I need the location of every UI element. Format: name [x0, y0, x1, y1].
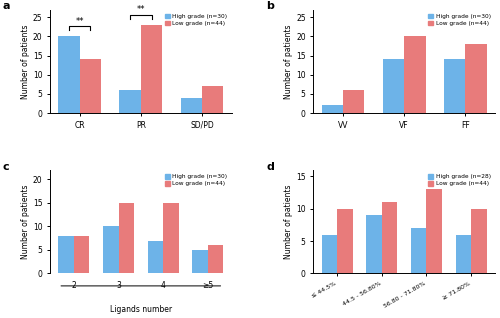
Bar — [322, 105, 343, 113]
Bar — [180, 98, 202, 113]
Text: Ligands number: Ligands number — [110, 305, 172, 314]
Bar — [103, 226, 118, 273]
Y-axis label: Number of patients: Number of patients — [284, 24, 294, 99]
Legend: High grade (n=28), Low grade (n=44): High grade (n=28), Low grade (n=44) — [427, 173, 492, 188]
Bar — [192, 250, 208, 273]
Bar — [382, 202, 398, 273]
Bar — [444, 59, 466, 113]
Legend: High grade (n=30), Low grade (n=44): High grade (n=30), Low grade (n=44) — [164, 173, 228, 188]
Bar — [322, 235, 337, 273]
Text: b: b — [266, 1, 274, 11]
Bar — [337, 209, 353, 273]
Bar — [58, 236, 74, 273]
Bar — [80, 59, 101, 113]
Bar — [471, 209, 486, 273]
Bar — [202, 86, 224, 113]
Legend: High grade (n=30), Low grade (n=44): High grade (n=30), Low grade (n=44) — [164, 12, 228, 27]
Bar — [383, 59, 404, 113]
Bar — [120, 90, 141, 113]
Bar — [343, 90, 364, 113]
Bar — [426, 190, 442, 273]
Text: **: ** — [136, 5, 145, 14]
Text: c: c — [3, 162, 10, 172]
Y-axis label: Number of patients: Number of patients — [284, 184, 294, 259]
Text: d: d — [266, 162, 274, 172]
Legend: High grade (n=30), Low grade (n=44): High grade (n=30), Low grade (n=44) — [427, 12, 492, 27]
Bar — [148, 240, 163, 273]
Bar — [74, 236, 90, 273]
Bar — [411, 228, 426, 273]
Text: **: ** — [76, 17, 84, 25]
Bar — [118, 203, 134, 273]
Y-axis label: Number of patients: Number of patients — [21, 24, 30, 99]
Y-axis label: Number of patients: Number of patients — [21, 184, 30, 259]
Bar — [404, 36, 425, 113]
Text: a: a — [3, 1, 10, 11]
Bar — [58, 36, 80, 113]
Bar — [141, 25, 162, 113]
Bar — [366, 215, 382, 273]
Bar — [208, 245, 224, 273]
Bar — [466, 44, 486, 113]
Bar — [456, 235, 471, 273]
Bar — [163, 203, 178, 273]
